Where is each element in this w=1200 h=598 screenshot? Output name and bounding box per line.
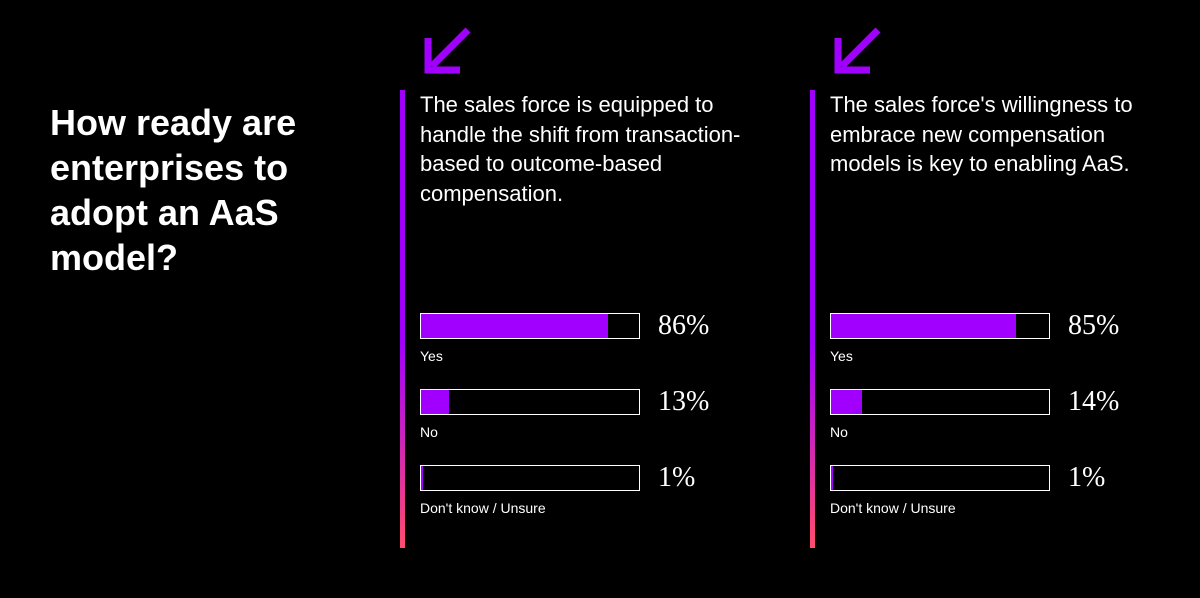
bar-row: 85% Yes <box>830 310 1160 364</box>
bar-track <box>830 313 1050 339</box>
bar-track <box>830 465 1050 491</box>
infographic-container: How ready are enterprises to adopt an Aa… <box>0 0 1200 598</box>
panel-statement: The sales force is equipped to handle th… <box>420 90 750 265</box>
bar-track <box>420 313 640 339</box>
bar-label: Don't know / Unsure <box>830 500 1160 516</box>
bar-label: Don't know / Unsure <box>420 500 750 516</box>
bar-fill <box>831 466 833 490</box>
bar-group: 85% <box>830 310 1160 342</box>
bar-row: 1% Don't know / Unsure <box>420 462 750 516</box>
bar-group: 13% <box>420 386 750 418</box>
bar-value: 85% <box>1068 310 1128 342</box>
bar-label: Yes <box>420 348 750 364</box>
bar-value: 1% <box>1068 462 1128 494</box>
bar-label: No <box>420 424 750 440</box>
panel-statement: The sales force's willingness to embrace… <box>830 90 1160 265</box>
bar-row: 13% No <box>420 386 750 440</box>
bar-value: 86% <box>658 310 718 342</box>
bar-track <box>420 389 640 415</box>
bar-row: 1% Don't know / Unsure <box>830 462 1160 516</box>
bar-value: 14% <box>1068 386 1128 418</box>
panel-0: The sales force is equipped to handle th… <box>400 90 750 548</box>
bar-group: 14% <box>830 386 1160 418</box>
bar-label: Yes <box>830 348 1160 364</box>
heading-block: How ready are enterprises to adopt an Aa… <box>50 90 350 548</box>
bar-group: 1% <box>830 462 1160 494</box>
arrow-down-left-icon <box>418 20 478 85</box>
bars-group: 85% Yes 14% No <box>830 310 1160 516</box>
bar-label: No <box>830 424 1160 440</box>
main-heading: How ready are enterprises to adopt an Aa… <box>50 100 350 280</box>
bar-fill <box>421 466 423 490</box>
gradient-rule <box>810 90 815 548</box>
panels-wrapper: The sales force is equipped to handle th… <box>400 90 1160 548</box>
bar-group: 86% <box>420 310 750 342</box>
bars-group: 86% Yes 13% No <box>420 310 750 516</box>
bar-fill <box>421 390 449 414</box>
arrow-down-left-icon <box>828 20 888 85</box>
bar-row: 14% No <box>830 386 1160 440</box>
bar-track <box>420 465 640 491</box>
bar-row: 86% Yes <box>420 310 750 364</box>
bar-value: 13% <box>658 386 718 418</box>
bar-value: 1% <box>658 462 718 494</box>
gradient-rule <box>400 90 405 548</box>
bar-fill <box>831 314 1016 338</box>
bar-fill <box>831 390 862 414</box>
bar-fill <box>421 314 608 338</box>
panel-1: The sales force's willingness to embrace… <box>810 90 1160 548</box>
bar-group: 1% <box>420 462 750 494</box>
bar-track <box>830 389 1050 415</box>
